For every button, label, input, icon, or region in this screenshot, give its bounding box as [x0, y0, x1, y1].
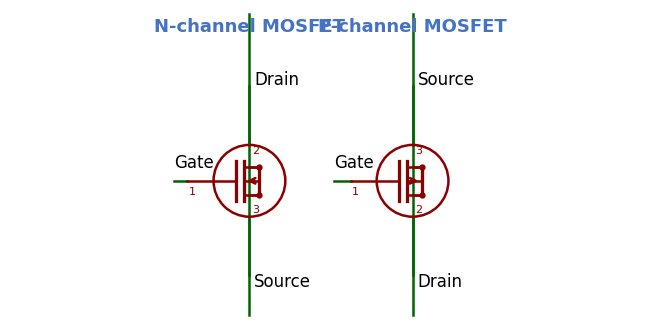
Text: 2: 2	[252, 146, 260, 156]
Text: N-channel MOSFET: N-channel MOSFET	[154, 18, 345, 36]
Text: Source: Source	[254, 273, 311, 291]
Text: Drain: Drain	[418, 273, 463, 291]
Text: Gate: Gate	[174, 154, 214, 172]
Text: 1: 1	[189, 187, 196, 197]
Text: 2: 2	[415, 205, 422, 215]
Text: 3: 3	[252, 205, 259, 215]
Text: 1: 1	[352, 187, 359, 197]
Text: Gate: Gate	[334, 154, 374, 172]
Text: 3: 3	[415, 146, 422, 156]
Text: Source: Source	[418, 71, 475, 89]
Text: Drain: Drain	[254, 71, 299, 89]
Text: P-channel MOSFET: P-channel MOSFET	[318, 18, 507, 36]
